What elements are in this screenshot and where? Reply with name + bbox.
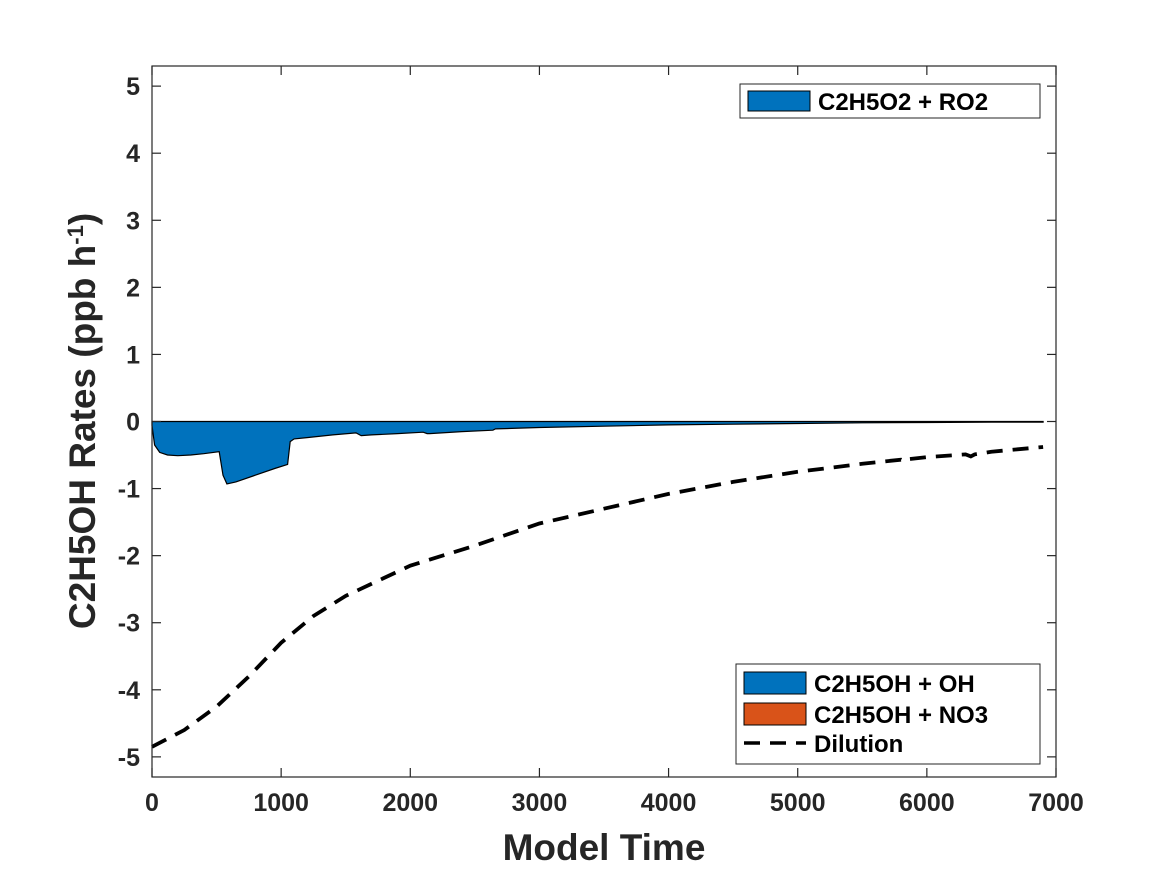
x-tick-label: 4000 [641, 789, 697, 817]
legend-bottom: C2H5OH + OH C2H5OH + NO3 Dilution [735, 663, 1041, 765]
series-layer [151, 420, 1044, 749]
y-tick-label: 2 [126, 274, 140, 302]
y-tick-label: -2 [118, 543, 140, 571]
y-tick-label: -1 [118, 476, 140, 504]
x-axis-title: Model Time [503, 827, 706, 868]
y-tick-label: 0 [126, 409, 140, 437]
y-axis-title-superscript: -1 [63, 225, 88, 245]
legend-bottom-swatch-oh [743, 671, 807, 695]
ticks-layer [151, 66, 1057, 777]
y-tick-label: -5 [118, 744, 140, 772]
x-tick-label: 1000 [253, 789, 309, 817]
y-tick-label: 5 [126, 73, 140, 101]
x-tick-label: 6000 [899, 789, 955, 817]
x-tick-labels: 0 1000 2000 3000 4000 5000 6000 7000 [145, 789, 1084, 817]
y-tick-labels: -5 -4 -3 -2 -1 0 1 2 3 4 5 [118, 73, 140, 772]
series-line-1 [151, 445, 1044, 749]
y-tick-label: 3 [126, 207, 140, 235]
legend-top-swatch [747, 90, 811, 112]
legend-bottom-label-no3: C2H5OH + NO3 [814, 702, 988, 729]
y-axis-title-main: C2H5OH Rates (ppb h [62, 245, 103, 629]
x-tick-label: 7000 [1028, 789, 1084, 817]
legend-bottom-label-dilution: Dilution [814, 731, 903, 758]
legend-top: C2H5O2 + RO2 [739, 83, 1041, 119]
legend-bottom-label-oh: C2H5OH + OH [814, 671, 975, 698]
y-axis-title-end: ) [62, 213, 103, 225]
x-tick-label: 2000 [382, 789, 438, 817]
y-tick-label: 4 [126, 140, 140, 168]
y-tick-label: -4 [118, 677, 140, 705]
series-area-0 [151, 420, 1044, 485]
y-tick-label: -3 [118, 610, 140, 638]
x-tick-label: 5000 [770, 789, 826, 817]
x-tick-label: 0 [145, 789, 159, 817]
y-tick-label: 1 [126, 341, 140, 369]
legend-bottom-swatch-no3 [743, 702, 807, 726]
x-tick-label: 3000 [512, 789, 568, 817]
y-axis-title: C2H5OH Rates (ppb h-1) [62, 213, 103, 629]
legend-top-label: C2H5O2 + RO2 [818, 89, 988, 116]
